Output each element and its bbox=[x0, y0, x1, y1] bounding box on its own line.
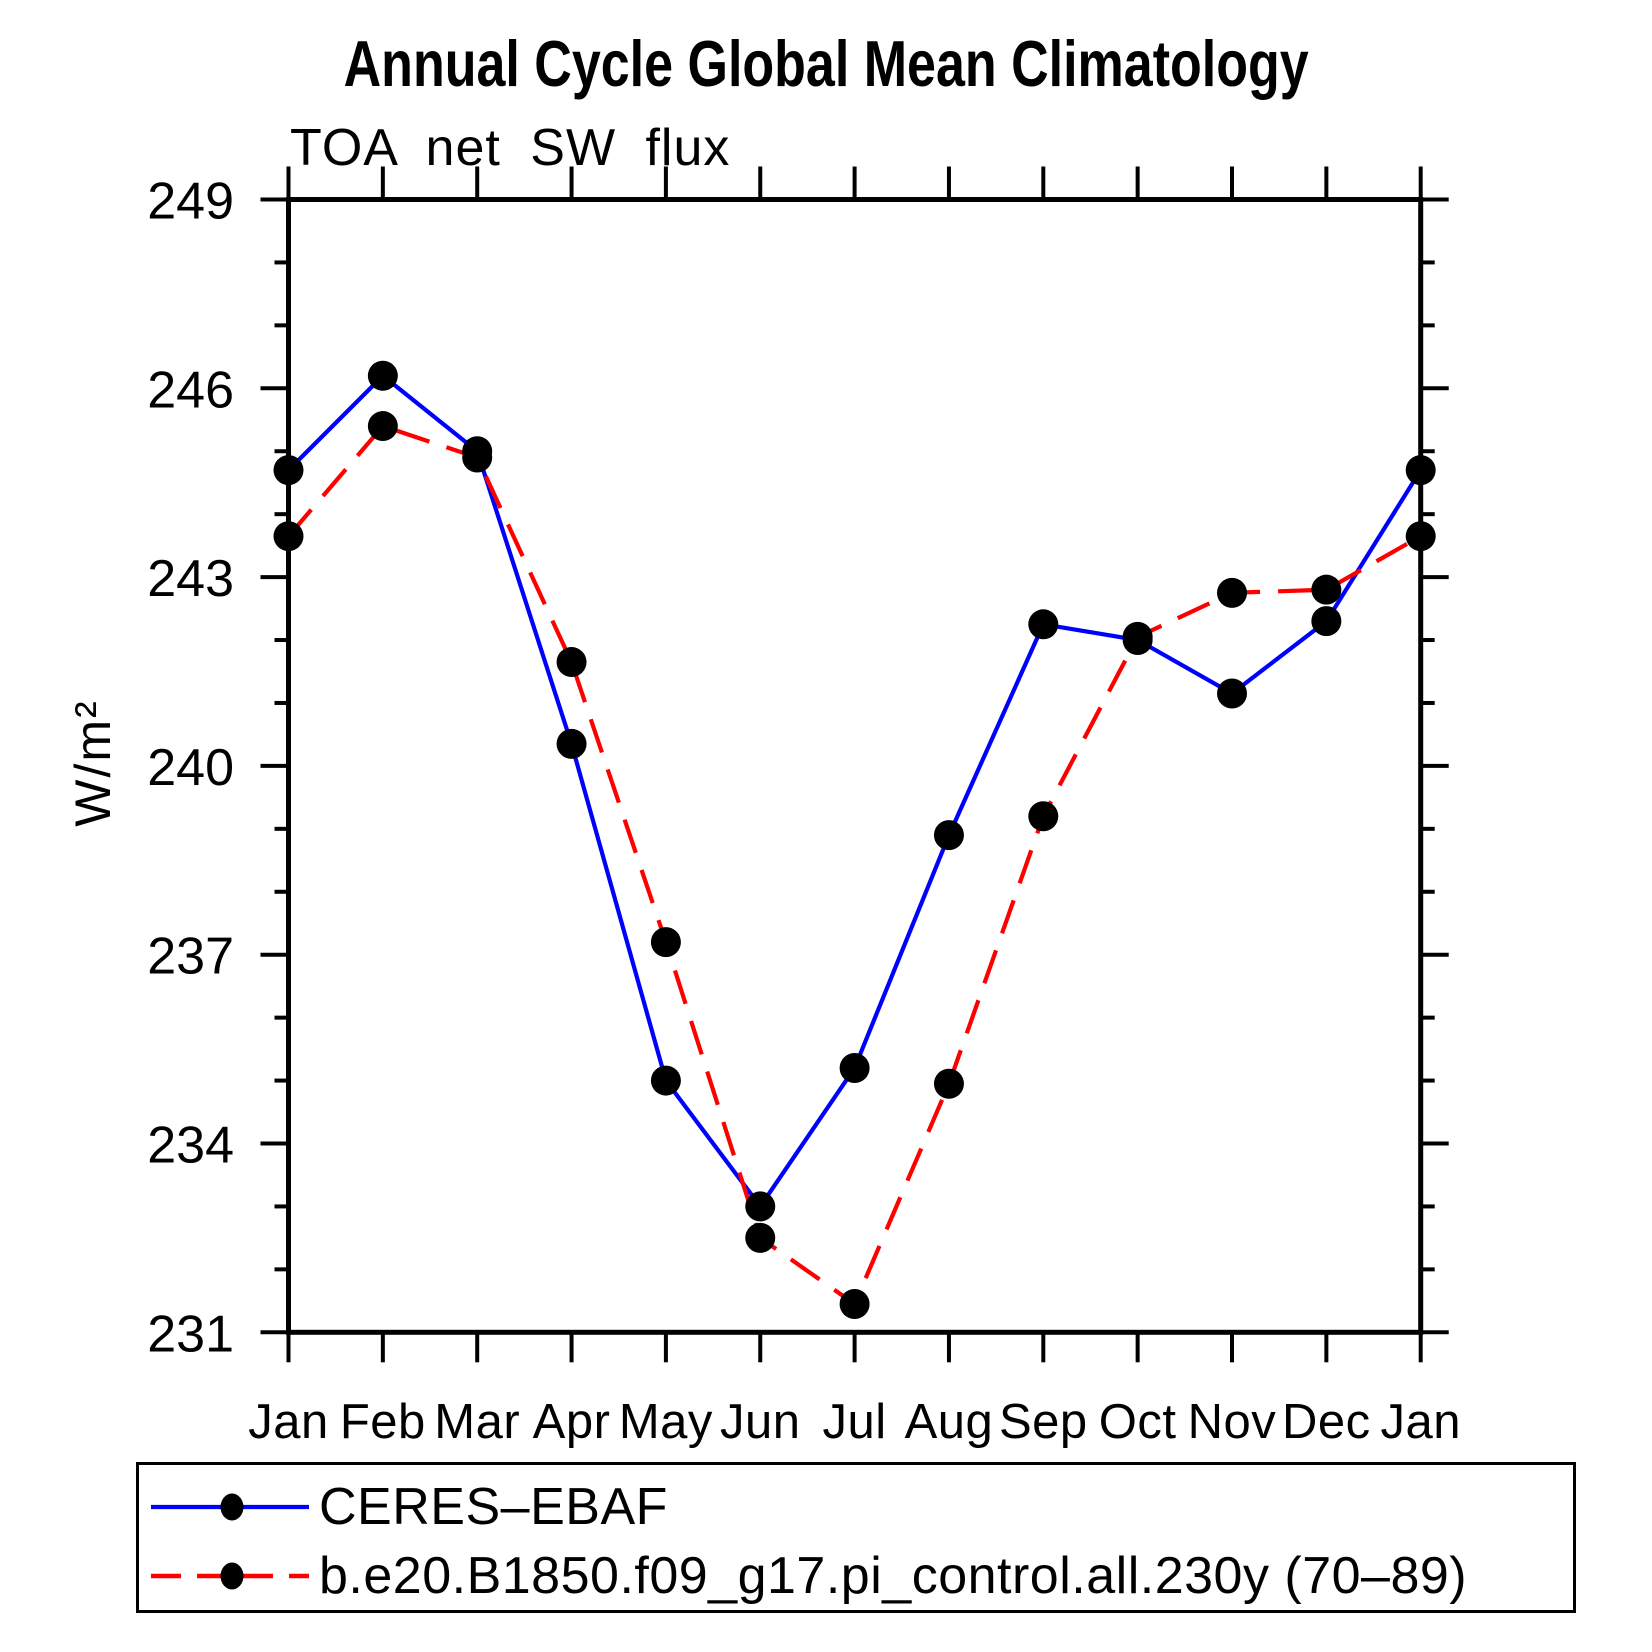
data-point-marker-0 bbox=[273, 455, 304, 486]
legend-label-model: b.e20.B1850.f09_g17.pi_control.all.230y … bbox=[319, 1546, 1468, 1605]
data-point-marker-1 bbox=[933, 1068, 964, 1099]
legend-label-ceres-ebaf: CERES–EBAF bbox=[319, 1477, 668, 1536]
y-tick-label: 240 bbox=[147, 739, 234, 797]
data-point-marker-1 bbox=[1217, 577, 1247, 608]
data-point-marker-1 bbox=[462, 442, 493, 473]
data-point-marker-0 bbox=[650, 1065, 681, 1096]
data-point-marker-1 bbox=[367, 411, 398, 442]
data-point-marker-0 bbox=[1405, 455, 1436, 486]
x-tick-label: Nov bbox=[1188, 1395, 1277, 1449]
data-point-marker-1 bbox=[1405, 521, 1436, 552]
x-tick-label: Aug bbox=[905, 1395, 994, 1449]
legend-marker-dot bbox=[220, 1493, 244, 1520]
x-tick-label: Jan bbox=[1380, 1395, 1461, 1449]
data-point-marker-1 bbox=[650, 927, 681, 958]
data-point-marker-1 bbox=[273, 521, 304, 552]
y-tick-label: 249 bbox=[147, 173, 234, 231]
x-tick-label: Apr bbox=[533, 1395, 611, 1449]
x-tick-label: Mar bbox=[434, 1395, 520, 1449]
chart-subtitle: TOA net SW flux bbox=[290, 119, 731, 177]
data-point-marker-1 bbox=[1028, 801, 1059, 832]
plot-frame bbox=[286, 197, 1424, 1335]
y-tick-label: 243 bbox=[147, 550, 234, 608]
x-tick-label: Oct bbox=[1099, 1395, 1177, 1449]
legend-swatch-solid-line bbox=[151, 1493, 309, 1520]
x-tick-label: Jun bbox=[720, 1395, 801, 1449]
y-tick-label: 246 bbox=[147, 361, 234, 419]
data-point-marker-0 bbox=[1311, 606, 1342, 637]
chart-title-text: Annual Cycle Global Mean Climatology bbox=[343, 27, 1309, 100]
chart-title: Annual Cycle Global Mean Climatology bbox=[0, 26, 1652, 101]
data-point-marker-1 bbox=[745, 1222, 776, 1253]
x-tick-label: Sep bbox=[999, 1395, 1088, 1449]
legend-swatch-dashed-line bbox=[151, 1562, 309, 1589]
y-tick-label: 234 bbox=[147, 1117, 234, 1175]
data-point-marker-1 bbox=[556, 647, 587, 678]
data-point-marker-1 bbox=[1122, 621, 1153, 652]
data-point-marker-0 bbox=[933, 820, 964, 851]
data-point-marker-1 bbox=[839, 1288, 870, 1319]
data-point-marker-0 bbox=[745, 1191, 776, 1222]
data-point-marker-0 bbox=[367, 360, 398, 391]
data-point-marker-0 bbox=[556, 728, 587, 759]
series-line-1 bbox=[286, 423, 1422, 1308]
data-point-marker-0 bbox=[1217, 678, 1247, 709]
x-tick-label: Jan bbox=[248, 1395, 329, 1449]
data-point-marker-0 bbox=[839, 1052, 870, 1083]
legend-row-model: b.e20.B1850.f09_g17.pi_control.all.230y … bbox=[139, 1541, 1573, 1610]
y-tick-label: 237 bbox=[147, 928, 234, 986]
x-tick-label: May bbox=[619, 1395, 713, 1449]
y-tick-label: 231 bbox=[147, 1305, 234, 1363]
x-tick-label: Jul bbox=[823, 1395, 887, 1449]
data-point-marker-0 bbox=[1028, 609, 1059, 640]
legend-row-ceres-ebaf: CERES–EBAF bbox=[139, 1472, 1573, 1541]
x-tick-label: Feb bbox=[340, 1395, 426, 1449]
legend-marker-dot bbox=[220, 1562, 244, 1589]
x-tick-label: Dec bbox=[1282, 1395, 1371, 1449]
data-point-marker-1 bbox=[1311, 574, 1342, 605]
legend-box: CERES–EBAF b.e20.B1850.f09_g17.pi_contro… bbox=[136, 1462, 1576, 1613]
